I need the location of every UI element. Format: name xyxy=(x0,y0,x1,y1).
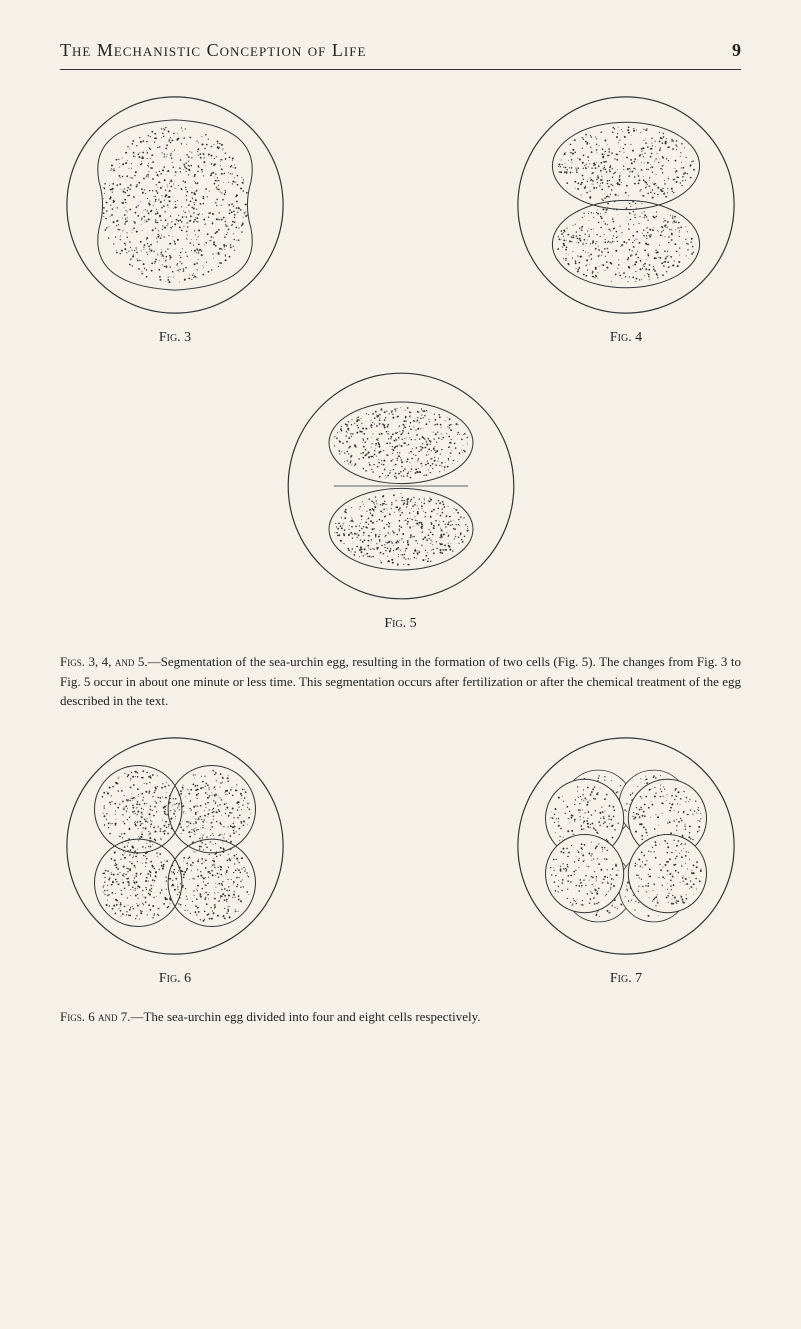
caption-2: Figs. 6 and 7.—The sea-urchin egg divide… xyxy=(60,1007,741,1027)
figure-5: Fig. 5 xyxy=(281,366,521,632)
page-header: The Mechanistic Conception of Life 9 xyxy=(60,40,741,70)
header-title: The Mechanistic Conception of Life xyxy=(60,40,366,61)
figure-4-svg xyxy=(511,90,741,320)
caption-2-lead: Figs. 6 and 7. xyxy=(60,1009,130,1024)
figure-5-svg xyxy=(281,366,521,606)
caption-1: Figs. 3, 4, and 5.—Segmentation of the s… xyxy=(60,652,741,711)
figure-row-1: Fig. 3 Fig. 4 xyxy=(60,90,741,346)
page-number: 9 xyxy=(732,40,741,61)
figure-6-svg xyxy=(60,731,290,961)
figure-5-label: Fig. 5 xyxy=(384,616,416,632)
caption-1-text: —Segmentation of the sea-urchin egg, res… xyxy=(60,654,741,708)
figure-7: Fig. 7 xyxy=(511,731,741,987)
figure-4: Fig. 4 xyxy=(511,90,741,346)
figure-3-label: Fig. 3 xyxy=(159,330,191,346)
caption-1-lead: Figs. 3, 4, and 5. xyxy=(60,654,148,669)
figure-6-label: Fig. 6 xyxy=(159,971,191,987)
page-container: The Mechanistic Conception of Life 9 Fig… xyxy=(0,0,801,1081)
caption-2-text: —The sea-urchin egg divided into four an… xyxy=(130,1009,480,1024)
figure-6: Fig. 6 xyxy=(60,731,290,987)
figure-4-label: Fig. 4 xyxy=(610,330,642,346)
figure-3-svg xyxy=(60,90,290,320)
figure-row-2: Fig. 5 xyxy=(60,366,741,632)
figure-3: Fig. 3 xyxy=(60,90,290,346)
figure-7-svg xyxy=(511,731,741,961)
figure-7-label: Fig. 7 xyxy=(610,971,642,987)
figure-row-3: Fig. 6 Fig. 7 xyxy=(60,731,741,987)
